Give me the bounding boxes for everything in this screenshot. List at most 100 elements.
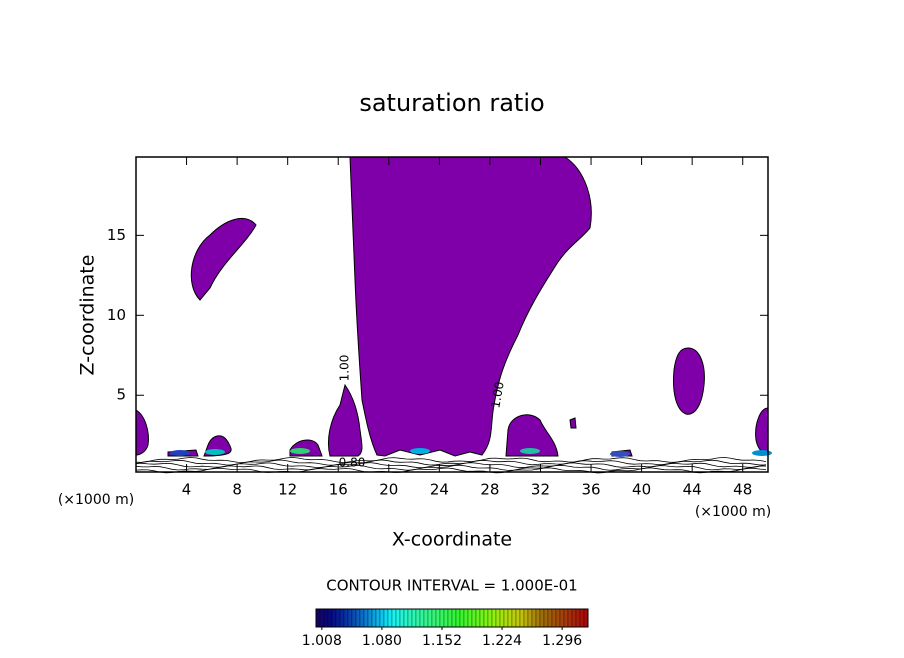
colorbar-stripe [399,608,405,628]
colorbar-stripe [551,608,557,628]
colorbar-stripe [547,608,553,628]
contour-region [349,156,592,457]
colorbar-stripe [371,608,377,628]
contour-patch [170,450,190,456]
colorbar-stripe [323,608,329,628]
colorbar-stripe [491,608,497,628]
colorbar-stripe [395,608,401,628]
colorbar-stripe [543,608,549,628]
colorbar-stripe [383,608,389,628]
colorbar-stripe [351,608,357,628]
x-tick-label: 36 [581,481,600,499]
contour-patch [205,449,225,455]
colorbar-stripe [507,608,513,628]
colorbar-stripe [391,608,397,628]
colorbar-stripe [539,608,545,628]
colorbar-stripe [359,608,365,628]
colorbar-stripe [575,608,581,628]
contour-region [569,417,577,429]
colorbar-tick-label: 1.008 [302,633,342,649]
colorbar-stripe [511,608,517,628]
colorbar-stripe [367,608,373,628]
contour-region [755,407,769,456]
y-tick-label: 15 [107,226,126,244]
colorbar-stripe [419,608,425,628]
x-axis-label: X-coordinate [392,529,512,551]
colorbar-stripe [495,608,501,628]
x-tick-label: 32 [531,481,550,499]
x-tick-label: 40 [632,481,651,499]
contour-patch [520,448,540,454]
colorbar-stripe [435,608,441,628]
colorbar-stripe [579,608,585,628]
colorbar-stripe [563,608,569,628]
contour-patch [610,451,630,457]
x-tick-label: 8 [232,481,242,499]
y-axis-label: Z-coordinate [77,255,99,376]
colorbar-stripe [407,608,413,628]
colorbar-stripe [527,608,533,628]
colorbar-stripe [415,608,421,628]
colorbar-stripe [355,608,361,628]
colorbar-stripe [343,608,349,628]
contour-line [135,464,767,471]
contour-patch [410,448,430,454]
colorbar-stripe [335,608,341,628]
colorbar-stripe [559,608,565,628]
plot-frame [135,156,769,473]
colorbar-stripe [431,608,437,628]
x-tick-label: 4 [182,481,192,499]
x-tick-label: 44 [683,481,702,499]
colorbar-tick-label: 1.224 [482,633,522,649]
colorbar-stripe [447,608,453,628]
contour-region [673,347,705,415]
colorbar-stripe [331,608,337,628]
contour-label: 0.80 [339,456,366,470]
colorbar-stripe [319,608,325,628]
colorbar-stripe [379,608,385,628]
colorbar-stripe [583,608,589,628]
contour-label: 1.00 [338,355,352,382]
colorbar-stripe [487,608,493,628]
colorbar-stripe [439,608,445,628]
contour-label: 1.00 [488,381,506,410]
colorbar-stripe [387,608,393,628]
x-tick-label: 48 [733,481,752,499]
contour-line [135,456,767,463]
contour-line [135,467,767,474]
colorbar-stripe [375,608,381,628]
x-tick-label: 28 [480,481,499,499]
contour-region [327,383,363,457]
plot-area: 1.00 1.00 0.80 [135,156,772,474]
y-tick-label: 5 [116,386,126,404]
contour-patch [290,448,310,454]
colorbar-stripe [471,608,477,628]
x-unit-label: (×1000 m) [58,492,134,508]
colorbar-stripe [339,608,345,628]
x-tick-label: 12 [278,481,297,499]
colorbar-stripe [411,608,417,628]
colorbar-stripe [503,608,509,628]
contour-region [505,414,559,457]
colorbar-tick-label: 1.080 [362,633,402,649]
colorbar-stripe [535,608,541,628]
contour-patch [752,450,772,456]
colorbar-stripe [567,608,573,628]
colorbar-stripe [423,608,429,628]
colorbar-stripe [467,608,473,628]
colorbar-title: CONTOUR INTERVAL = 1.000E-01 [326,577,577,595]
contour-line [135,459,767,466]
colorbar-stripe [555,608,561,628]
colorbar-stripe [515,608,521,628]
colorbar-stripe [443,608,449,628]
colorbar-stripe [499,608,505,628]
colorbar-stripe [475,608,481,628]
contour-region [135,409,149,456]
colorbar-stripe [327,608,333,628]
colorbar-stripe [463,608,469,628]
colorbar-stripe [571,608,577,628]
x-tick-label: 24 [430,481,449,499]
contour-region [289,439,323,457]
colorbar-stripe [363,608,369,628]
